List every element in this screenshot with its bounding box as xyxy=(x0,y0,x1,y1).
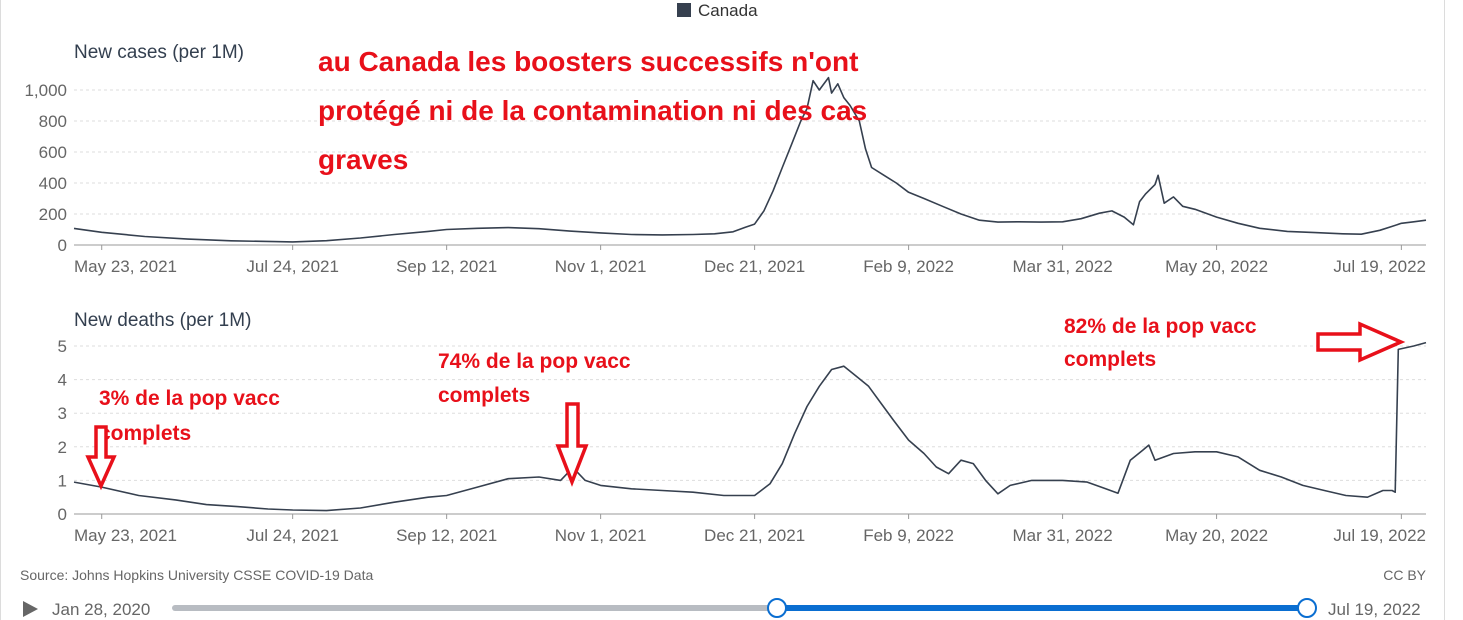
cases-y-tick-label: 400 xyxy=(39,174,67,193)
deaths-x-tick-label: Mar 31, 2022 xyxy=(1012,526,1112,545)
deaths-panel: New deaths (per 1M) 0 1 2 3 4 5 May 23, 2021 J… xyxy=(58,310,1427,545)
license-label[interactable]: CC BY xyxy=(1383,567,1426,583)
deaths-x-tick-label: Sep 12, 2021 xyxy=(396,526,497,545)
headline-line-3: graves xyxy=(318,144,408,175)
annotation-3pct: 3% de la pop vacc complets xyxy=(85,387,280,491)
note-74pct-line-1: 74% de la pop vacc xyxy=(438,350,631,373)
note-82pct-line-1: 82% de la pop vacc xyxy=(1064,315,1257,338)
legend-swatch xyxy=(677,3,691,17)
deaths-x-tick-label: Feb 9, 2022 xyxy=(863,526,954,545)
cases-x-tick-label: Mar 31, 2022 xyxy=(1012,257,1112,276)
deaths-y-tick-label: 3 xyxy=(58,404,67,423)
cases-x-tick-label: Dec 21, 2021 xyxy=(704,257,805,276)
note-74pct-line-2: complets xyxy=(438,384,530,407)
cases-x-tick-label: Nov 1, 2021 xyxy=(555,257,647,276)
cases-series-line[interactable] xyxy=(73,76,1427,243)
source-credit: Source: Johns Hopkins University CSSE CO… xyxy=(20,567,373,583)
frame-border-left xyxy=(0,0,1,620)
down-arrow-icon xyxy=(85,425,117,491)
deaths-gridlines xyxy=(74,345,1426,515)
cases-x-axis: May 23, 2021 Jul 24, 2021 Sep 12, 2021 Nov … xyxy=(74,245,1426,276)
cases-x-tick-label: May 20, 2022 xyxy=(1165,257,1268,276)
deaths-x-tick-label: Dec 21, 2021 xyxy=(704,526,805,545)
down-arrow-icon xyxy=(555,402,589,487)
deaths-x-tick-label: Nov 1, 2021 xyxy=(555,526,647,545)
deaths-x-tick-label: Jul 24, 2021 xyxy=(246,526,339,545)
cases-panel: New cases (per 1M) 0 200 400 600 800 1,000 Ma… xyxy=(24,42,1427,276)
deaths-chart-title: New deaths (per 1M) xyxy=(74,310,251,331)
annotation-82pct: 82% de la pop vacc complets xyxy=(1064,315,1406,371)
legend[interactable]: Canada xyxy=(677,1,758,20)
timeline-start-label: Jan 28, 2020 xyxy=(52,600,150,619)
cases-y-axis: 0 200 400 600 800 1,000 xyxy=(24,81,67,255)
deaths-x-tick-label: May 20, 2022 xyxy=(1165,526,1268,545)
cases-gridlines xyxy=(74,89,1426,246)
note-3pct-line-1: 3% de la pop vacc xyxy=(99,387,280,410)
cases-y-tick-label: 0 xyxy=(58,236,67,255)
deaths-x-tick-label: May 23, 2021 xyxy=(74,526,177,545)
deaths-y-tick-label: 1 xyxy=(58,471,67,490)
cases-y-tick-label: 800 xyxy=(39,112,67,131)
deaths-y-tick-label: 5 xyxy=(58,337,67,356)
legend-label: Canada xyxy=(698,1,758,20)
timeline-end-label: Jul 19, 2022 xyxy=(1328,600,1421,619)
deaths-y-tick-label: 0 xyxy=(58,505,67,524)
timeline-selected-range[interactable] xyxy=(777,605,1307,611)
frame-border-right xyxy=(1444,0,1445,620)
deaths-series-line[interactable] xyxy=(73,341,1427,512)
deaths-y-axis: 0 1 2 3 4 5 xyxy=(58,337,67,524)
cases-x-tick-label: Jul 19, 2022 xyxy=(1333,257,1426,276)
deaths-y-tick-label: 2 xyxy=(58,438,67,457)
deaths-x-axis: May 23, 2021 Jul 24, 2021 Sep 12, 2021 Nov … xyxy=(74,514,1426,545)
timeline-start-handle[interactable] xyxy=(767,598,787,618)
cases-x-tick-label: May 23, 2021 xyxy=(74,257,177,276)
cases-y-tick-label: 200 xyxy=(39,205,67,224)
cases-x-tick-label: Sep 12, 2021 xyxy=(396,257,497,276)
note-82pct-line-2: complets xyxy=(1064,348,1156,371)
cases-y-tick-label: 1,000 xyxy=(24,81,67,100)
cases-x-tick-label: Jul 24, 2021 xyxy=(246,257,339,276)
cases-chart-title: New cases (per 1M) xyxy=(74,42,244,63)
cases-x-tick-label: Feb 9, 2022 xyxy=(863,257,954,276)
timeline: Jan 28, 2020 Jul 19, 2022 xyxy=(23,598,1421,619)
play-icon[interactable] xyxy=(23,601,38,617)
timeline-track[interactable] xyxy=(172,605,778,611)
headline-annotation: au Canada les boosters successifs n'ont … xyxy=(318,46,867,175)
deaths-y-tick-label: 4 xyxy=(58,371,67,390)
timeline-end-handle[interactable] xyxy=(1297,598,1317,618)
headline-line-1: au Canada les boosters successifs n'ont xyxy=(318,46,858,77)
deaths-x-tick-label: Jul 19, 2022 xyxy=(1333,526,1426,545)
cases-y-tick-label: 600 xyxy=(39,143,67,162)
note-3pct-line-2: complets xyxy=(99,422,191,445)
headline-line-2: protégé ni de la contamination ni des ca… xyxy=(318,95,867,126)
annotation-74pct: 74% de la pop vacc complets xyxy=(438,350,631,487)
right-arrow-icon xyxy=(1316,321,1406,363)
